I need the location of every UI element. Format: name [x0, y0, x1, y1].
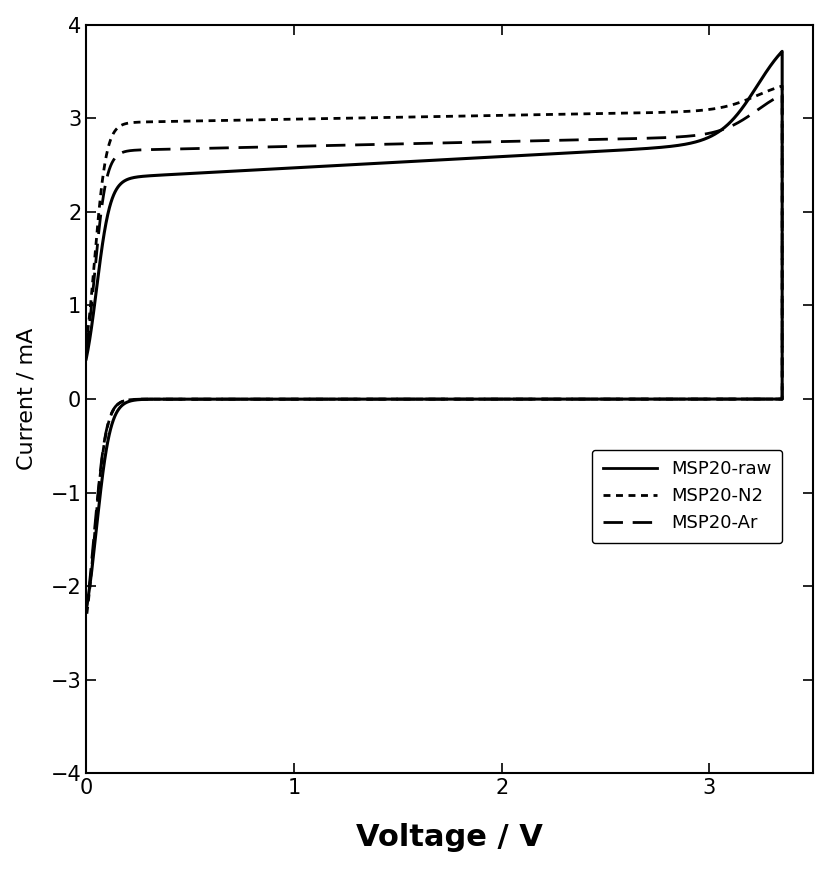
MSP20-Ar	[81, 345, 91, 355]
MSP20-Ar	[666, 132, 676, 143]
MSP20-Ar	[677, 131, 687, 142]
MSP20-N2	[743, 94, 753, 104]
MSP20-Ar	[124, 395, 134, 405]
MSP20-raw	[81, 604, 91, 614]
MSP20-N2	[124, 395, 134, 405]
MSP20-N2	[81, 614, 91, 624]
MSP20-raw	[81, 354, 91, 364]
MSP20-Ar	[461, 394, 471, 404]
MSP20-N2	[677, 106, 687, 116]
X-axis label: Voltage / V: Voltage / V	[356, 823, 543, 852]
MSP20-N2	[666, 107, 676, 117]
MSP20-N2	[81, 339, 91, 349]
MSP20-N2	[777, 81, 787, 91]
MSP20-raw	[743, 95, 753, 105]
MSP20-raw	[666, 141, 676, 151]
MSP20-raw	[677, 140, 687, 150]
MSP20-Ar	[743, 111, 753, 122]
Line: MSP20-Ar: MSP20-Ar	[86, 95, 782, 611]
Line: MSP20-N2: MSP20-N2	[86, 86, 782, 619]
MSP20-Ar	[777, 90, 787, 100]
MSP20-N2	[193, 394, 203, 404]
MSP20-Ar	[193, 394, 203, 404]
MSP20-Ar	[81, 606, 91, 616]
MSP20-raw	[124, 396, 134, 407]
MSP20-raw	[461, 394, 471, 404]
MSP20-raw	[777, 46, 787, 56]
Line: MSP20-raw: MSP20-raw	[86, 51, 782, 609]
Y-axis label: Current / mA: Current / mA	[17, 328, 37, 470]
MSP20-N2	[461, 394, 471, 404]
Legend: MSP20-raw, MSP20-N2, MSP20-Ar: MSP20-raw, MSP20-N2, MSP20-Ar	[592, 449, 783, 543]
MSP20-raw	[193, 394, 203, 404]
